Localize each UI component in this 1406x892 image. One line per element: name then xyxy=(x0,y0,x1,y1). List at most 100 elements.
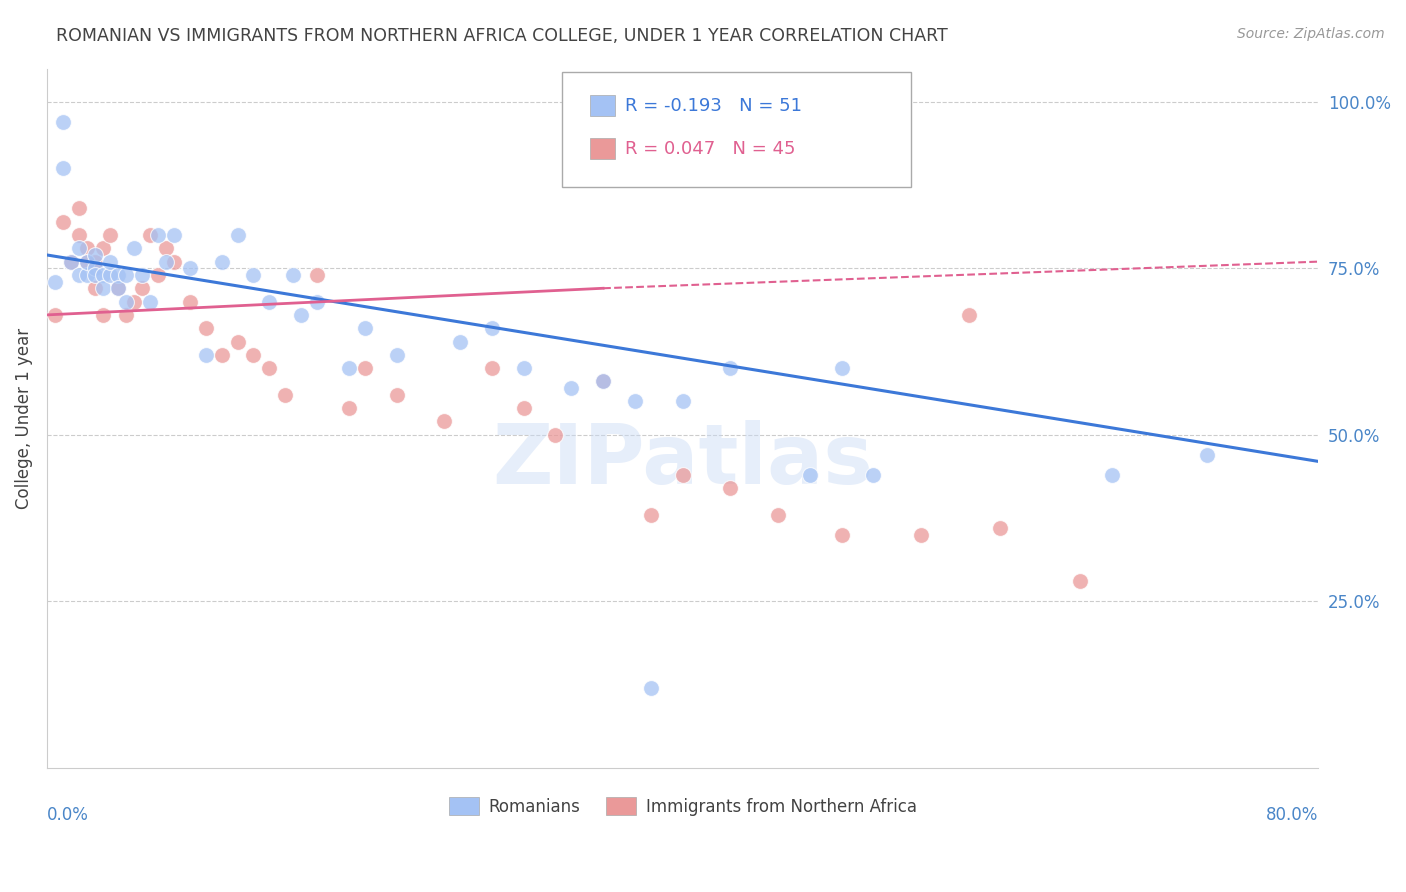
Legend: Romanians, Immigrants from Northern Africa: Romanians, Immigrants from Northern Afri… xyxy=(441,791,924,822)
Point xyxy=(307,268,329,282)
Point xyxy=(44,308,66,322)
Point xyxy=(100,254,122,268)
Point xyxy=(179,294,201,309)
Point xyxy=(59,254,82,268)
Text: R = 0.047   N = 45: R = 0.047 N = 45 xyxy=(626,140,796,158)
Point xyxy=(107,268,129,282)
Point xyxy=(139,227,162,242)
Point xyxy=(83,248,105,262)
Text: ROMANIAN VS IMMIGRANTS FROM NORTHERN AFRICA COLLEGE, UNDER 1 YEAR CORRELATION CH: ROMANIAN VS IMMIGRANTS FROM NORTHERN AFR… xyxy=(56,27,948,45)
Point xyxy=(67,202,90,216)
Point xyxy=(155,254,177,268)
Point xyxy=(211,254,233,268)
Point xyxy=(671,394,693,409)
Point xyxy=(353,321,375,335)
Point xyxy=(83,254,105,268)
Point xyxy=(115,294,138,309)
Point xyxy=(1195,448,1218,462)
Point xyxy=(146,227,169,242)
Point xyxy=(481,361,503,376)
Text: ZIPatlas: ZIPatlas xyxy=(492,419,873,500)
Point xyxy=(512,361,534,376)
Point xyxy=(52,215,75,229)
Point xyxy=(337,401,360,416)
Point xyxy=(76,254,98,268)
Point xyxy=(259,294,281,309)
Point xyxy=(131,281,153,295)
Point xyxy=(624,394,647,409)
FancyBboxPatch shape xyxy=(562,72,911,187)
Point xyxy=(449,334,471,349)
Point xyxy=(831,527,853,541)
Point xyxy=(862,467,884,482)
Point xyxy=(124,294,146,309)
Point xyxy=(283,268,305,282)
Point xyxy=(718,361,741,376)
Point xyxy=(242,268,264,282)
Point xyxy=(115,268,138,282)
Point xyxy=(67,227,90,242)
Point xyxy=(67,268,90,282)
Point xyxy=(274,388,297,402)
Point xyxy=(83,268,105,282)
Point xyxy=(163,254,186,268)
Point xyxy=(226,227,249,242)
Point xyxy=(259,361,281,376)
Point xyxy=(91,308,114,322)
Point xyxy=(957,308,980,322)
Point xyxy=(766,508,789,522)
Point xyxy=(1069,574,1091,589)
Point xyxy=(512,401,534,416)
Point xyxy=(385,388,408,402)
Y-axis label: College, Under 1 year: College, Under 1 year xyxy=(15,327,32,508)
Point xyxy=(560,381,582,395)
Point xyxy=(194,348,217,362)
Point xyxy=(67,241,90,255)
Point xyxy=(91,281,114,295)
Point xyxy=(640,681,662,695)
Point xyxy=(353,361,375,376)
Point xyxy=(76,254,98,268)
Point xyxy=(337,361,360,376)
Point xyxy=(592,375,614,389)
Point xyxy=(76,268,98,282)
Point xyxy=(83,281,105,295)
Point xyxy=(155,241,177,255)
Text: 80.0%: 80.0% xyxy=(1265,806,1319,824)
Point xyxy=(671,467,693,482)
Point xyxy=(146,268,169,282)
Point xyxy=(592,375,614,389)
Point xyxy=(179,261,201,276)
Point xyxy=(385,348,408,362)
Point xyxy=(307,294,329,309)
Point xyxy=(107,281,129,295)
Point xyxy=(100,227,122,242)
Point xyxy=(91,241,114,255)
Point xyxy=(139,294,162,309)
Point xyxy=(52,161,75,176)
Text: 0.0%: 0.0% xyxy=(46,806,89,824)
Point xyxy=(990,521,1012,535)
Bar xyxy=(589,138,616,160)
Point xyxy=(290,308,312,322)
Point xyxy=(44,275,66,289)
Point xyxy=(115,308,138,322)
Point xyxy=(433,414,456,428)
Point xyxy=(910,527,932,541)
Point xyxy=(131,268,153,282)
Point xyxy=(640,508,662,522)
Point xyxy=(100,268,122,282)
Point xyxy=(226,334,249,349)
Point xyxy=(242,348,264,362)
Point xyxy=(107,281,129,295)
Point xyxy=(83,261,105,276)
Point xyxy=(544,427,567,442)
Text: R = -0.193   N = 51: R = -0.193 N = 51 xyxy=(626,96,803,114)
Point xyxy=(91,268,114,282)
Text: Source: ZipAtlas.com: Source: ZipAtlas.com xyxy=(1237,27,1385,41)
Point xyxy=(76,241,98,255)
Point xyxy=(211,348,233,362)
Bar xyxy=(589,95,616,116)
Point xyxy=(194,321,217,335)
Point xyxy=(718,481,741,495)
